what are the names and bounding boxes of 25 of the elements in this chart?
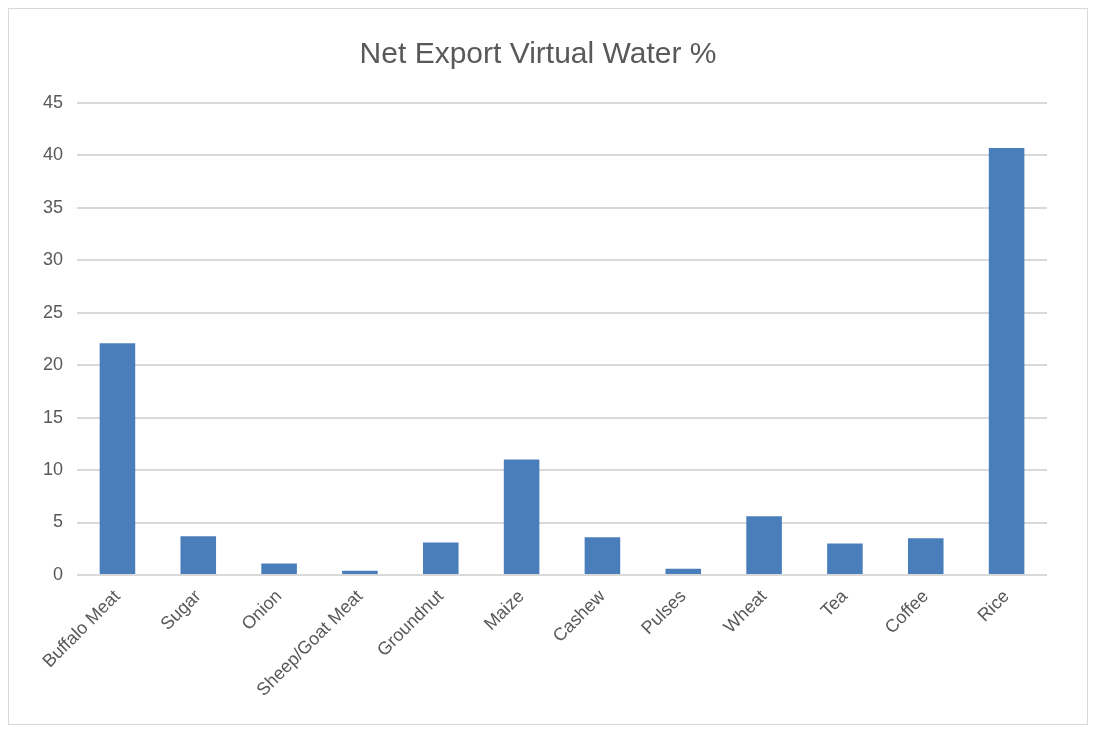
y-tick-label: 25 xyxy=(42,301,64,322)
y-tick-label: 15 xyxy=(42,406,64,427)
y-tick-label: 30 xyxy=(42,249,64,270)
y-tick-label: 45 xyxy=(42,91,64,112)
bar xyxy=(342,570,378,574)
y-tick-label: 0 xyxy=(53,563,64,584)
bar xyxy=(988,148,1025,574)
bar xyxy=(99,343,136,574)
bar xyxy=(584,537,621,574)
y-tick-label: 5 xyxy=(53,511,64,532)
bar xyxy=(907,538,944,574)
bar xyxy=(422,542,459,574)
bar xyxy=(665,568,702,574)
y-tick-label: 10 xyxy=(42,459,64,480)
x-tick-label: Rice xyxy=(973,585,1013,626)
y-tick-label: 20 xyxy=(42,354,64,375)
chart-title: Net Export Virtual Water % xyxy=(359,36,717,70)
bar xyxy=(827,543,863,574)
bar xyxy=(261,563,297,574)
x-tick-label: Tea xyxy=(816,585,852,621)
bar xyxy=(746,516,782,574)
bar xyxy=(503,459,540,574)
y-tick-label: 40 xyxy=(42,144,64,165)
y-tick-label: 35 xyxy=(42,196,64,217)
bar xyxy=(180,536,217,574)
